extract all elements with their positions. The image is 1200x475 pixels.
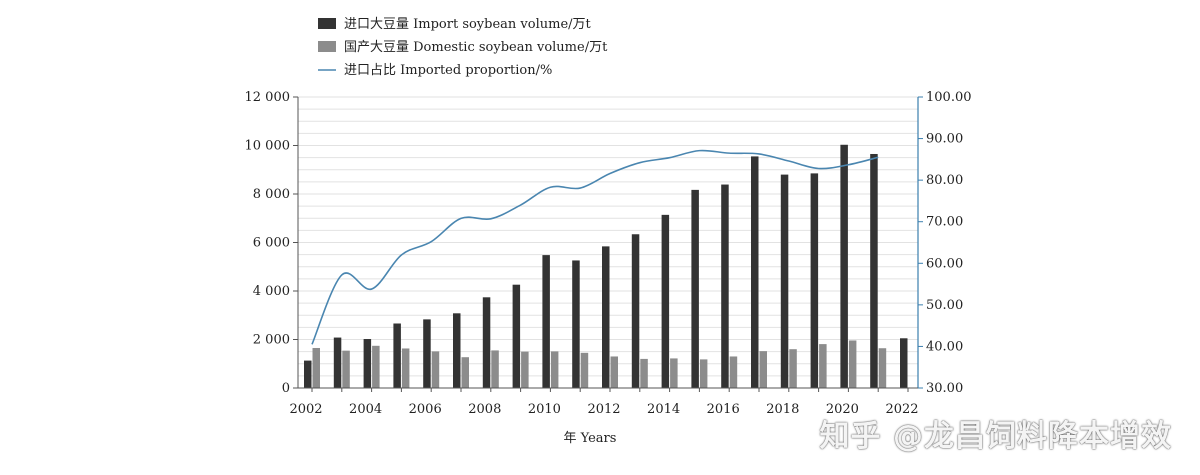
- import-bars: [304, 144, 908, 388]
- import-bar: [572, 260, 580, 388]
- domestic-bar: [550, 351, 559, 388]
- x-tick-label: 2008: [468, 402, 501, 417]
- left-tick-label: 2 000: [253, 333, 290, 348]
- domestic-bar: [699, 359, 708, 388]
- left-tick-label: 8 000: [253, 187, 290, 202]
- legend-swatch-import: [318, 18, 336, 29]
- x-axis-title: 年 Years: [564, 431, 617, 446]
- left-tick-label: 10 000: [245, 139, 291, 154]
- legend: 进口大豆量 Import soybean volume/万t 国产大豆量 Dome…: [318, 17, 608, 78]
- x-axis-ticks: 2002 2004 2006 2008 2010 2012 2014 2016 2018 2020…: [289, 388, 919, 417]
- left-axis-ticks: 0 2 000 4 000 6 000 8 000 10 000 12 000: [245, 90, 298, 396]
- legend-swatch-domestic: [318, 41, 336, 52]
- x-tick-label: 2006: [409, 402, 442, 417]
- import-bar: [900, 338, 908, 388]
- domestic-bar: [640, 358, 648, 388]
- right-tick-label: 100.00: [926, 90, 972, 105]
- domestic-bars: [312, 340, 887, 388]
- legend-label: 国产大豆量 Domestic soybean volume/万t: [344, 40, 608, 55]
- import-bar: [602, 246, 610, 388]
- proportion-line: [311, 149, 879, 345]
- domestic-bar: [610, 356, 618, 388]
- legend-label: 进口大豆量 Import soybean volume/万t: [344, 17, 592, 32]
- domestic-bar: [848, 340, 857, 388]
- domestic-bar: [372, 345, 380, 388]
- right-axis-ticks: 30.00 40.00 50.00 60.00 70.00 80.00 90.00 100.0…: [918, 90, 972, 396]
- right-tick-label: 80.00: [926, 173, 963, 188]
- import-bar: [393, 323, 401, 388]
- watermark: 知乎 @龙昌饲料降本增效: [819, 419, 1172, 454]
- x-tick-label: 2018: [766, 402, 799, 417]
- import-bar: [780, 174, 789, 388]
- domestic-bar: [759, 351, 767, 388]
- proportion-line-path: [311, 149, 879, 345]
- domestic-bar: [878, 348, 887, 388]
- import-bar: [542, 255, 550, 388]
- domestic-bar: [312, 347, 320, 388]
- x-tick-label: 2014: [647, 402, 680, 417]
- import-bar: [333, 337, 342, 388]
- import-bar: [363, 339, 372, 388]
- import-bar: [870, 153, 878, 388]
- left-tick-label: 12 000: [245, 90, 291, 105]
- domestic-bar: [580, 352, 589, 388]
- legend-label: 进口占比 Imported proportion/%: [344, 63, 552, 78]
- domestic-bar: [401, 348, 410, 388]
- x-tick-label: 2016: [707, 402, 740, 417]
- domestic-bar: [491, 350, 499, 388]
- right-tick-label: 40.00: [926, 339, 963, 354]
- import-bar: [453, 313, 461, 388]
- domestic-bar: [789, 349, 797, 388]
- import-bar: [482, 297, 491, 388]
- import-bar: [423, 319, 431, 388]
- domestic-bar: [342, 350, 350, 388]
- left-tick-label: 4 000: [253, 284, 290, 299]
- domestic-bar: [729, 356, 738, 388]
- right-tick-label: 30.00: [926, 381, 963, 396]
- left-tick-label: 0: [282, 381, 290, 396]
- import-bar: [661, 214, 670, 388]
- x-tick-label: 2012: [587, 402, 620, 417]
- right-tick-label: 70.00: [926, 215, 963, 230]
- x-tick-label: 2022: [885, 402, 918, 417]
- domestic-bar: [670, 358, 678, 388]
- x-tick-label: 2020: [826, 402, 859, 417]
- import-bar: [751, 156, 759, 388]
- x-tick-label: 2004: [349, 402, 382, 417]
- right-tick-label: 90.00: [926, 132, 963, 147]
- import-bar: [304, 360, 312, 388]
- domestic-bar: [461, 357, 469, 388]
- import-bar: [810, 173, 819, 388]
- domestic-bar: [521, 351, 529, 388]
- import-bar: [840, 144, 848, 388]
- domestic-bar: [819, 344, 827, 388]
- import-bar: [691, 189, 699, 388]
- x-tick-label: 2010: [528, 402, 561, 417]
- import-bar: [631, 234, 640, 388]
- right-tick-label: 60.00: [926, 256, 963, 271]
- import-bar: [721, 184, 729, 388]
- right-tick-label: 50.00: [926, 298, 963, 313]
- import-bar: [512, 284, 521, 388]
- x-tick-label: 2002: [289, 402, 322, 417]
- left-tick-label: 6 000: [253, 236, 290, 251]
- domestic-bar: [431, 351, 440, 388]
